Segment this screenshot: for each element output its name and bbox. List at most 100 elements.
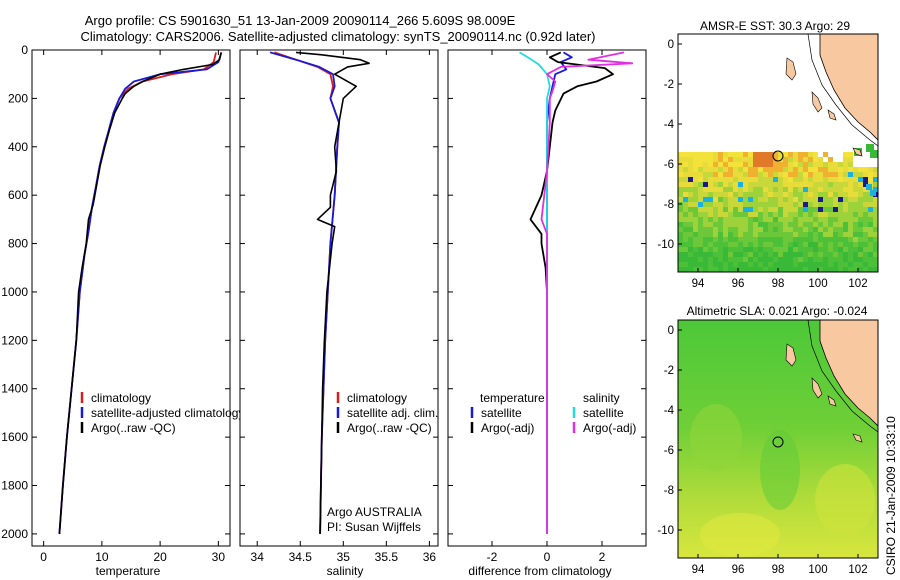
sst-cell	[688, 192, 693, 197]
sst-cell	[848, 262, 853, 267]
sst-cell	[748, 262, 753, 267]
sst-cell	[778, 262, 783, 267]
depth-ytick-label: 1200	[1, 333, 28, 347]
sst-cell	[828, 242, 833, 247]
difference-legend-temp-satellite: satellite	[481, 406, 522, 420]
sst-cell	[870, 190, 876, 196]
sst-cell	[838, 202, 843, 207]
sst-cell	[788, 252, 793, 257]
sst-cell	[723, 207, 728, 212]
sst-cell	[823, 172, 828, 177]
sst-cell	[838, 172, 843, 177]
sst-cell	[728, 152, 733, 157]
sst-cell	[773, 252, 778, 257]
sst-cell	[728, 242, 733, 247]
figure-title-line1: Argo profile: CS 5901630_51 13-Jan-2009 …	[85, 13, 516, 28]
depth-ytick-label: 1600	[1, 430, 28, 444]
sst-cell	[758, 242, 763, 247]
sst-cell	[798, 257, 803, 262]
sst-cell	[773, 242, 778, 247]
sst-cell	[678, 152, 683, 157]
sst-cell	[763, 257, 768, 262]
sst-cell	[853, 242, 858, 247]
sst-cell	[778, 247, 783, 252]
depth-ytick-label: 1000	[1, 285, 28, 299]
sst-cell	[743, 212, 748, 217]
sst-cell	[828, 262, 833, 267]
sst-cell	[828, 162, 833, 167]
sst-cell	[788, 202, 793, 207]
sst-cell	[753, 232, 758, 237]
sst-cell	[708, 227, 713, 232]
salinity-series-argo-raw-qc	[295, 51, 370, 534]
sst-cell	[698, 262, 703, 267]
sst-cell	[843, 247, 848, 252]
sst-cell	[768, 262, 773, 267]
sst-cell	[708, 162, 713, 167]
sst-cell	[713, 182, 718, 187]
sst-cell	[733, 247, 738, 252]
sst-cell	[688, 177, 693, 182]
sst-cell	[808, 222, 813, 227]
sst-cell	[803, 187, 808, 192]
sst-cell	[788, 207, 793, 212]
sst-cell	[678, 222, 683, 227]
sst-cell	[773, 232, 778, 237]
sst-cell	[718, 217, 723, 222]
sst-map-ytick-label: -4	[664, 119, 675, 131]
sst-cell	[743, 227, 748, 232]
sst-cell	[693, 157, 698, 162]
sst-cell	[688, 187, 693, 192]
sst-map-island-east	[852, 147, 863, 157]
sst-cell	[808, 237, 813, 242]
sst-cell	[858, 192, 863, 197]
sst-cell	[723, 162, 728, 167]
sst-cell	[828, 222, 833, 227]
sst-cell	[853, 207, 858, 212]
sst-cell	[838, 167, 843, 172]
sst-cell	[858, 267, 863, 272]
sst-cell	[868, 167, 873, 172]
sst-cell	[683, 157, 688, 162]
sst-cell	[683, 162, 688, 167]
sst-cell	[728, 212, 733, 217]
sst-cell	[828, 257, 833, 262]
sst-cell	[763, 177, 768, 182]
sst-cell	[763, 247, 768, 252]
sst-cell	[863, 227, 868, 232]
sst-cell	[683, 222, 688, 227]
sst-cell	[848, 227, 853, 232]
depth-ytick-label: 0	[21, 43, 28, 57]
sst-cell	[763, 152, 768, 157]
sst-cell	[848, 207, 853, 212]
sst-cell	[843, 222, 848, 227]
sst-cell	[863, 187, 868, 192]
sst-cell	[703, 242, 708, 247]
sst-cell	[768, 207, 773, 212]
sst-cell	[753, 222, 758, 227]
sst-cell	[848, 267, 853, 272]
sst-cell	[743, 167, 748, 172]
sst-cell	[773, 222, 778, 227]
sst-cell	[783, 212, 788, 217]
sst-cell	[748, 192, 753, 197]
sst-cell	[853, 192, 858, 197]
sst-cell	[748, 172, 753, 177]
sst-cell	[688, 207, 693, 212]
sla-map-eddy-east	[815, 464, 875, 536]
sst-cell	[758, 212, 763, 217]
sst-cell	[683, 187, 688, 192]
sst-cell	[748, 207, 753, 212]
sst-cell	[778, 187, 783, 192]
sst-cell	[743, 157, 748, 162]
sst-cell	[698, 237, 703, 242]
sst-cell	[743, 237, 748, 242]
sst-cell	[713, 197, 718, 202]
sst-cell	[873, 212, 878, 217]
sst-cell	[688, 262, 693, 267]
sst-cell	[733, 232, 738, 237]
sst-cell	[688, 217, 693, 222]
sst-cell	[793, 182, 798, 187]
sst-cell	[678, 182, 683, 187]
sst-cell	[743, 202, 748, 207]
